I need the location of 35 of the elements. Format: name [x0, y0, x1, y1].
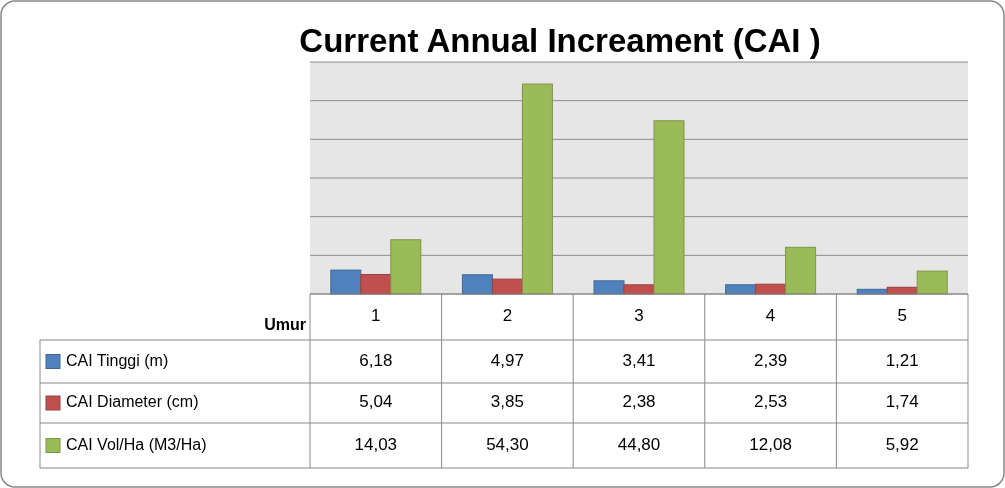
data-label: 2,53 [754, 392, 788, 412]
x-tick-label: 5 [897, 306, 907, 326]
data-label: 1,21 [885, 350, 919, 370]
x-tick-label: 3 [634, 306, 644, 326]
bar [360, 274, 392, 295]
bar [330, 269, 362, 295]
x-tick-label: 4 [765, 306, 776, 326]
data-label: 2,38 [622, 392, 656, 412]
bar [491, 278, 523, 295]
data-label: 12,08 [749, 434, 792, 454]
data-label: 4,97 [490, 350, 524, 370]
legend-label: CAI Tinggi (m) [66, 351, 169, 369]
bar [916, 270, 948, 295]
x-axis-title: Umur [264, 316, 306, 333]
data-label: 44,80 [617, 434, 661, 454]
chart-title: Current Annual Increament (CAI ) [299, 22, 821, 59]
bar [593, 280, 625, 295]
data-label: 5,04 [359, 392, 393, 412]
x-tick-label: 1 [371, 306, 381, 326]
bar [521, 83, 553, 295]
bar [785, 246, 817, 295]
data-label: 5,92 [885, 434, 919, 454]
bar [653, 120, 685, 295]
bar [461, 274, 493, 295]
data-label: 3,85 [490, 392, 524, 412]
data-label: 1,74 [885, 392, 919, 412]
data-label: 3,41 [622, 350, 656, 370]
x-tick-label: 2 [502, 306, 513, 326]
data-label: 6,18 [359, 350, 393, 370]
legend-label: CAI Vol/Ha (M3/Ha) [66, 435, 207, 453]
legend-label: CAI Diameter (cm) [66, 393, 199, 411]
data-label: 54,30 [486, 434, 529, 454]
data-label: 14,03 [354, 434, 398, 454]
data-label: 2,39 [754, 350, 788, 370]
bar [390, 239, 422, 295]
